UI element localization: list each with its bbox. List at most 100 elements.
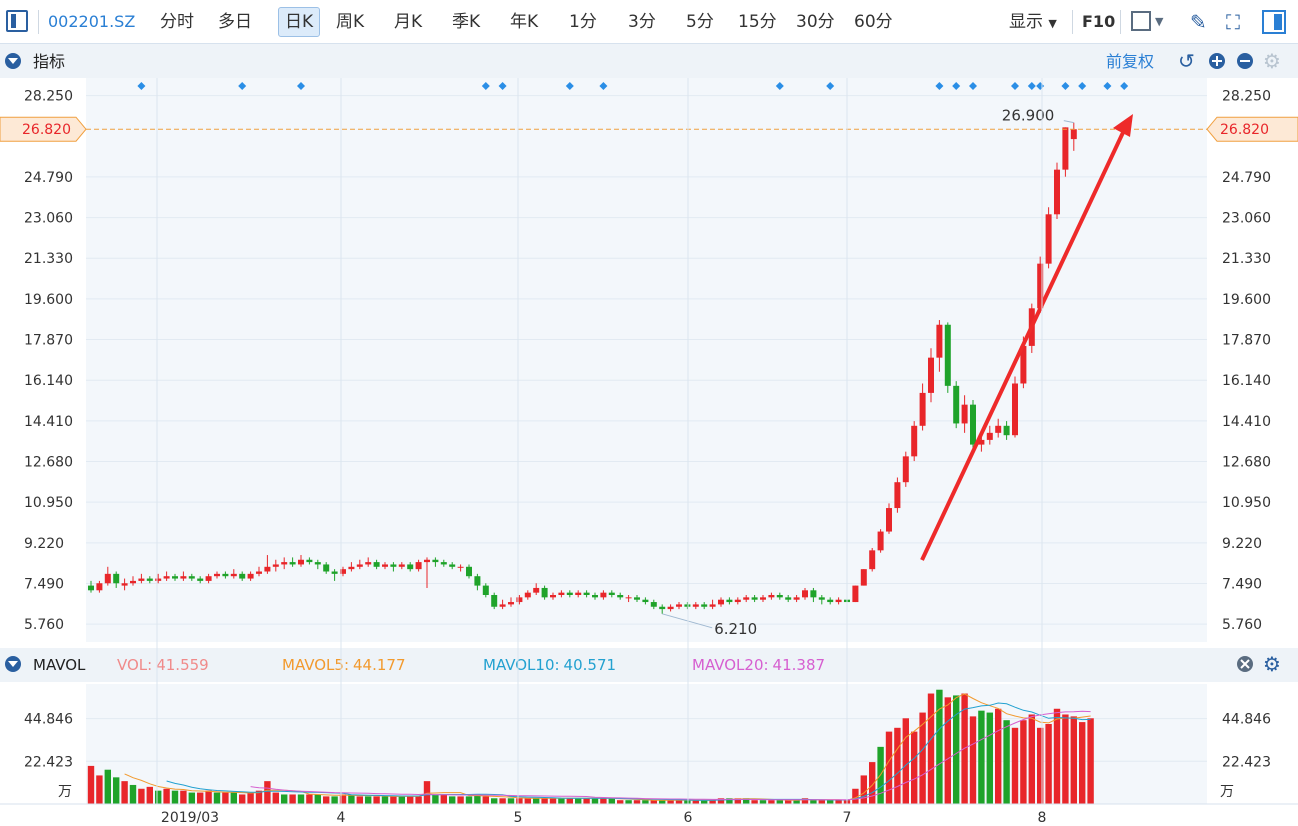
candle[interactable]	[827, 597, 834, 605]
event-marker-icon[interactable]	[826, 82, 835, 90]
volume-bar[interactable]	[1070, 716, 1077, 804]
volume-bar[interactable]	[885, 731, 893, 804]
volume-bar[interactable]	[667, 800, 674, 804]
volume-bar[interactable]	[297, 794, 305, 804]
candle[interactable]	[667, 604, 674, 612]
volume-bar[interactable]	[281, 794, 288, 804]
fullscreen-icon[interactable]: ⛶	[1226, 10, 1240, 34]
volume-bar[interactable]	[1053, 708, 1061, 804]
candle[interactable]	[424, 557, 430, 588]
candle[interactable]	[835, 597, 842, 605]
event-marker-icon[interactable]	[935, 82, 944, 90]
event-marker-icon[interactable]	[238, 82, 247, 90]
event-marker-icon[interactable]	[952, 82, 961, 90]
volume-bar[interactable]	[701, 800, 708, 804]
volume-bar[interactable]	[734, 798, 741, 804]
volume-bar[interactable]	[776, 800, 783, 804]
candle[interactable]	[751, 595, 758, 603]
kline-chart[interactable]: 指标 前复权 ↺ ⚙ 28.250 24.790 23.060 21.330 19.60…	[0, 44, 1298, 826]
candle[interactable]	[902, 451, 909, 487]
volume-bar[interactable]	[835, 800, 842, 804]
zoom-in-icon[interactable]	[1209, 53, 1225, 69]
candle[interactable]	[415, 559, 422, 572]
candle[interactable]	[382, 562, 388, 570]
volume-bar[interactable]	[583, 798, 590, 804]
candle[interactable]	[306, 557, 313, 565]
volume-bar[interactable]	[96, 775, 103, 804]
volume-bar[interactable]	[180, 790, 187, 804]
volume-bar[interactable]	[600, 798, 607, 804]
volume-bar[interactable]	[726, 798, 733, 804]
candle[interactable]	[130, 576, 136, 586]
volume-bar[interactable]	[457, 796, 464, 804]
volume-bar[interactable]	[247, 792, 254, 804]
event-marker-icon[interactable]	[1120, 82, 1129, 90]
volume-bar[interactable]	[516, 798, 523, 804]
volume-bar[interactable]	[810, 800, 817, 804]
candle[interactable]	[701, 602, 708, 610]
candle[interactable]	[550, 592, 556, 600]
volume-bar[interactable]	[339, 794, 347, 804]
candle[interactable]	[256, 566, 262, 577]
volume-bar[interactable]	[474, 794, 481, 804]
candle[interactable]	[205, 573, 212, 584]
candle[interactable]	[432, 557, 439, 567]
candle[interactable]	[398, 562, 405, 570]
candle[interactable]	[877, 529, 884, 553]
candle[interactable]	[760, 595, 766, 603]
candle[interactable]	[818, 595, 825, 605]
volume-bar[interactable]	[205, 790, 212, 804]
period-tab-6[interactable]: 年K	[510, 12, 539, 32]
volume-bar[interactable]	[365, 796, 372, 804]
brush-icon[interactable]: ✎	[1190, 10, 1207, 34]
volume-bar[interactable]	[381, 796, 389, 804]
volume-bar[interactable]	[541, 798, 548, 804]
event-marker-icon[interactable]	[481, 82, 490, 90]
candle[interactable]	[373, 559, 380, 570]
candle[interactable]	[625, 595, 632, 603]
panel-toggle-icon[interactable]	[1262, 10, 1286, 34]
candle[interactable]	[146, 576, 153, 584]
event-marker-icon[interactable]	[498, 82, 507, 90]
candle[interactable]	[222, 571, 229, 579]
volume-bar[interactable]	[356, 796, 363, 804]
candle[interactable]	[566, 590, 573, 598]
period-tab-10[interactable]: 15分	[738, 12, 777, 32]
volume-bar[interactable]	[306, 794, 313, 804]
volume-bar[interactable]	[894, 727, 901, 804]
volume-bar[interactable]	[717, 798, 725, 804]
candle[interactable]	[482, 583, 489, 598]
zoom-out-icon[interactable]	[1237, 53, 1253, 69]
period-tab-2[interactable]: 日K	[278, 7, 321, 37]
square-icon[interactable]	[1131, 11, 1151, 31]
volume-bar[interactable]	[986, 712, 993, 804]
volume-bar[interactable]	[633, 800, 641, 804]
candle[interactable]	[474, 573, 481, 591]
volume-bar[interactable]	[709, 800, 716, 804]
volume-bar[interactable]	[239, 794, 246, 804]
volume-bar[interactable]	[944, 697, 951, 804]
volume-bar[interactable]	[255, 790, 263, 804]
candle[interactable]	[650, 599, 657, 610]
candle[interactable]	[163, 571, 170, 581]
volume-bar[interactable]	[1011, 727, 1019, 804]
close-icon[interactable]	[1237, 656, 1253, 672]
candle[interactable]	[533, 583, 540, 595]
volume-bar[interactable]	[398, 796, 405, 804]
settings-icon[interactable]: ⚙	[1263, 652, 1281, 676]
volume-bar[interactable]	[104, 769, 111, 804]
volume-bar[interactable]	[860, 775, 867, 804]
candle[interactable]	[869, 548, 876, 572]
candle[interactable]	[88, 580, 94, 593]
volume-bar[interactable]	[1028, 714, 1035, 804]
candle[interactable]	[390, 562, 397, 572]
volume-bar[interactable]	[591, 798, 599, 804]
volume-bar[interactable]	[373, 796, 380, 804]
volume-bar[interactable]	[575, 798, 582, 804]
volume-bar[interactable]	[264, 781, 271, 804]
chevron-down-icon[interactable]: ▼	[1155, 15, 1164, 28]
candle[interactable]	[1003, 421, 1010, 440]
event-marker-icon[interactable]	[1011, 82, 1019, 90]
period-tab-11[interactable]: 30分	[796, 12, 835, 32]
candle[interactable]	[449, 562, 456, 570]
